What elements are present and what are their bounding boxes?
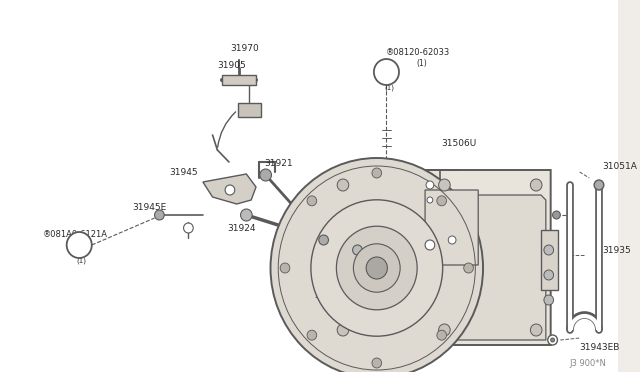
Text: (1): (1) bbox=[385, 85, 394, 91]
Text: 31924: 31924 bbox=[227, 224, 256, 232]
Text: B: B bbox=[76, 241, 83, 250]
Text: 31921: 31921 bbox=[264, 158, 292, 167]
Circle shape bbox=[544, 245, 554, 255]
Text: J3 900*N: J3 900*N bbox=[569, 359, 606, 368]
Circle shape bbox=[337, 324, 349, 336]
Circle shape bbox=[260, 169, 271, 181]
Circle shape bbox=[372, 168, 381, 178]
Text: ®08120-62033: ®08120-62033 bbox=[386, 48, 451, 57]
Polygon shape bbox=[203, 174, 256, 204]
Bar bbox=[541, 230, 559, 290]
Circle shape bbox=[307, 196, 317, 206]
Text: (1): (1) bbox=[76, 258, 86, 264]
Circle shape bbox=[544, 295, 554, 305]
Circle shape bbox=[374, 59, 399, 85]
Text: SEC.310: SEC.310 bbox=[314, 291, 352, 299]
Circle shape bbox=[426, 181, 434, 189]
Text: 31943EB: 31943EB bbox=[580, 343, 620, 353]
Circle shape bbox=[311, 200, 443, 336]
Text: 31943E: 31943E bbox=[360, 205, 394, 215]
Circle shape bbox=[437, 330, 447, 340]
Circle shape bbox=[548, 335, 557, 345]
Circle shape bbox=[155, 210, 164, 220]
Circle shape bbox=[372, 358, 381, 368]
Circle shape bbox=[280, 263, 290, 273]
Circle shape bbox=[337, 226, 417, 310]
Circle shape bbox=[438, 179, 450, 191]
Circle shape bbox=[531, 324, 542, 336]
Circle shape bbox=[353, 244, 400, 292]
Circle shape bbox=[425, 240, 435, 250]
Circle shape bbox=[427, 197, 433, 203]
Circle shape bbox=[550, 338, 554, 342]
Text: 31051A: 31051A bbox=[602, 161, 637, 170]
Circle shape bbox=[552, 211, 561, 219]
Text: 31935: 31935 bbox=[602, 246, 630, 254]
Text: 31945E: 31945E bbox=[132, 202, 167, 212]
Circle shape bbox=[337, 179, 349, 191]
Circle shape bbox=[448, 236, 456, 244]
Circle shape bbox=[307, 330, 317, 340]
Circle shape bbox=[353, 245, 362, 255]
Circle shape bbox=[319, 235, 328, 245]
Text: (1): (1) bbox=[417, 58, 428, 67]
Bar bbox=[222, 75, 256, 85]
Circle shape bbox=[67, 232, 92, 258]
Circle shape bbox=[464, 263, 474, 273]
Circle shape bbox=[438, 324, 450, 336]
Text: 31506U: 31506U bbox=[441, 138, 477, 148]
Bar bbox=[237, 103, 261, 117]
Circle shape bbox=[544, 270, 554, 280]
Circle shape bbox=[184, 223, 193, 233]
Text: 31970: 31970 bbox=[230, 44, 259, 52]
Circle shape bbox=[366, 257, 387, 279]
Text: B: B bbox=[383, 67, 390, 77]
Circle shape bbox=[437, 196, 447, 206]
Circle shape bbox=[241, 209, 252, 221]
Circle shape bbox=[594, 180, 604, 190]
Circle shape bbox=[225, 185, 235, 195]
Polygon shape bbox=[415, 195, 546, 340]
Text: 31905: 31905 bbox=[218, 61, 246, 70]
Text: ®081A0-6121A: ®081A0-6121A bbox=[43, 230, 108, 238]
Polygon shape bbox=[328, 170, 550, 345]
Circle shape bbox=[531, 179, 542, 191]
Circle shape bbox=[271, 158, 483, 372]
Text: (1): (1) bbox=[81, 240, 92, 248]
Polygon shape bbox=[425, 190, 478, 265]
Text: 31945: 31945 bbox=[169, 167, 198, 176]
